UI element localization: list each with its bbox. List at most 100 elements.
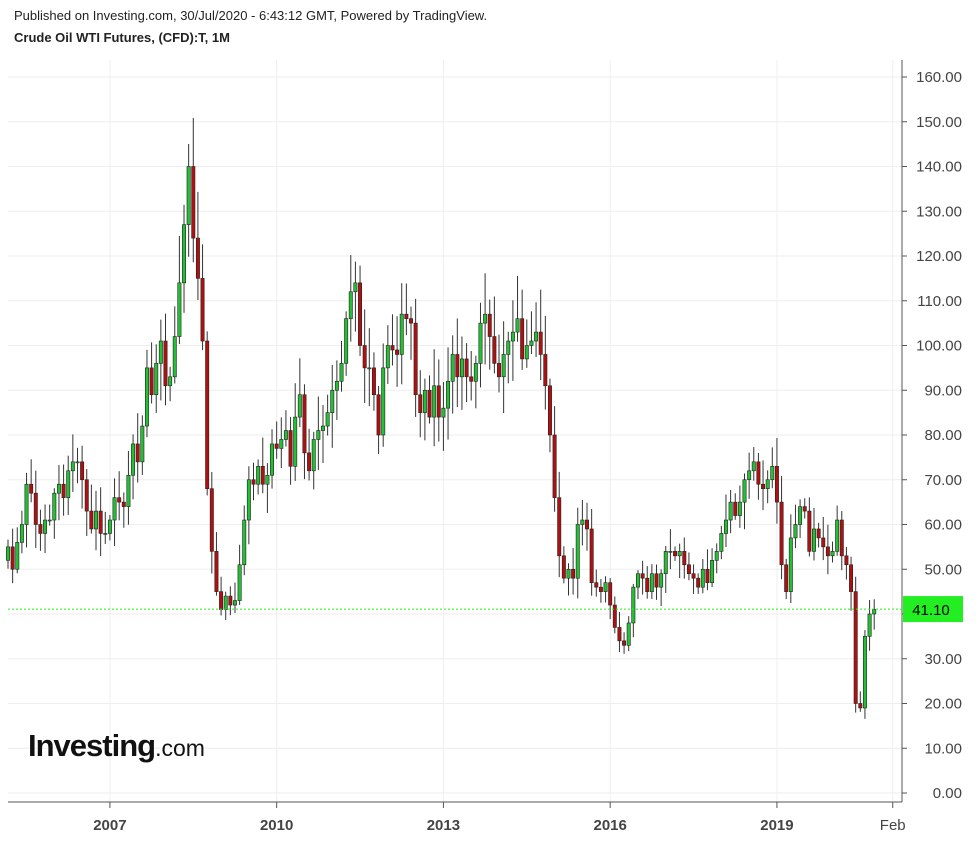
candle-down	[594, 582, 599, 588]
candle-down	[80, 461, 85, 481]
candle-up	[483, 313, 488, 324]
y-tick-label: 90.00	[924, 382, 962, 399]
candle-up	[751, 461, 756, 472]
candle-down	[816, 528, 821, 539]
candle-up	[15, 542, 20, 570]
candle-down	[219, 591, 224, 610]
candle-up	[353, 282, 358, 293]
candle-up	[524, 345, 529, 360]
candle-up	[177, 282, 182, 337]
candle-up	[737, 501, 742, 516]
candle-up	[6, 546, 10, 561]
candle-down	[10, 546, 15, 570]
candle-up	[714, 551, 719, 561]
candle-down	[390, 345, 395, 351]
candle-down	[598, 586, 603, 592]
candle-up	[668, 551, 673, 553]
y-tick-label: 140.00	[916, 159, 962, 176]
y-tick-label: 50.00	[924, 561, 962, 578]
candle-down	[288, 430, 293, 467]
chart-title: Crude Oil WTI Futures, (CFD):T, 1M	[14, 30, 230, 45]
candle-up	[367, 367, 372, 370]
candle-up	[446, 380, 451, 409]
candle-up	[334, 380, 339, 391]
candle-down	[376, 394, 381, 436]
y-tick-label: 120.00	[916, 248, 962, 265]
candle-up	[158, 340, 163, 364]
candle-down	[682, 551, 687, 566]
candle-up	[182, 224, 186, 284]
candle-up	[70, 461, 75, 472]
candle-up	[385, 345, 390, 369]
candle-down	[557, 497, 562, 557]
candle-down	[418, 394, 423, 413]
candle-up	[172, 336, 177, 378]
candle-up	[24, 483, 29, 525]
candle-up	[126, 474, 131, 507]
candle-up	[140, 425, 145, 463]
y-tick-label: 30.00	[924, 651, 962, 668]
y-tick-label: 10.00	[924, 740, 962, 757]
candle-up	[788, 537, 793, 592]
logo-suffix: .com	[155, 735, 205, 761]
candle-up	[223, 595, 228, 610]
candle-up	[256, 466, 261, 485]
y-tick-label: 0.00	[933, 785, 962, 802]
candle-up	[566, 568, 571, 579]
candle-down	[839, 519, 844, 557]
candle-up	[265, 474, 270, 485]
candle-down	[552, 434, 557, 498]
y-tick-label: 100.00	[916, 338, 962, 355]
candle-down	[33, 492, 38, 525]
candle-up	[330, 389, 335, 413]
candle-up	[344, 318, 349, 364]
candle-down	[200, 278, 205, 342]
candle-up	[603, 582, 608, 592]
candle-up	[311, 439, 316, 472]
x-tick-label: 2007	[93, 817, 126, 834]
candle-down	[691, 573, 696, 579]
candle-down	[686, 564, 691, 575]
candle-down	[464, 358, 469, 378]
candle-down	[654, 573, 659, 588]
candle-down	[135, 443, 140, 463]
candle-down	[413, 322, 418, 396]
candle-down	[84, 479, 89, 512]
candle-down	[617, 627, 622, 642]
candle-up	[131, 443, 136, 476]
candle-up	[103, 533, 108, 535]
candle-up	[515, 318, 520, 333]
candle-down	[302, 394, 307, 454]
candle-down	[547, 385, 552, 436]
candle-up	[510, 331, 515, 342]
candle-up	[242, 519, 247, 566]
candle-down	[38, 524, 43, 534]
candle-up	[94, 510, 98, 530]
candle-down	[543, 354, 548, 387]
candle-up	[830, 551, 835, 557]
candle-up	[529, 340, 534, 346]
candle-up	[279, 439, 284, 449]
candle-down	[149, 367, 154, 396]
candle-down	[436, 385, 441, 418]
candle-up	[47, 519, 52, 522]
chart-header: Published on Investing.com, 30/Jul/2020 …	[14, 8, 487, 45]
candle-up	[728, 501, 733, 521]
candle-up	[747, 470, 752, 481]
candle-down	[121, 501, 126, 507]
candle-down	[844, 555, 849, 566]
candle-up	[534, 331, 539, 342]
candle-down	[427, 389, 432, 418]
candle-up	[677, 551, 682, 557]
candle-up	[381, 367, 386, 436]
y-tick-label: 20.00	[924, 696, 962, 713]
x-tick-label: 2010	[260, 817, 293, 834]
axes	[8, 60, 903, 803]
publication-line: Published on Investing.com, 30/Jul/2020 …	[14, 8, 488, 23]
x-tick-label: 2019	[760, 817, 793, 834]
candle-down	[622, 640, 627, 646]
y-tick-label: 80.00	[924, 427, 962, 444]
candle-up	[19, 524, 24, 543]
candle-down	[849, 564, 854, 592]
